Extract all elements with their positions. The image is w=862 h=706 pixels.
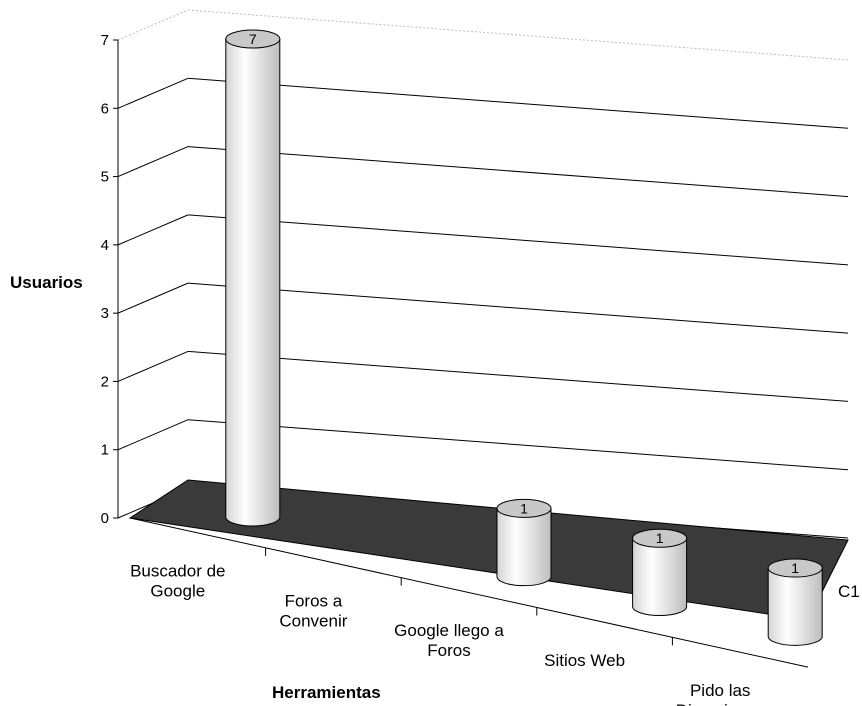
bar-body bbox=[632, 537, 688, 617]
gridline-side bbox=[117, 350, 189, 382]
data-label: 1 bbox=[520, 500, 528, 516]
x-tick-label: Sitios Web bbox=[544, 651, 625, 670]
gridline-back bbox=[187, 77, 849, 129]
gridline-back bbox=[187, 9, 849, 61]
data-label: 1 bbox=[791, 560, 799, 576]
bars-layer bbox=[225, 29, 823, 646]
gridline-back bbox=[187, 419, 849, 471]
bar-body bbox=[225, 38, 281, 527]
bar-body bbox=[496, 507, 552, 587]
bar-top bbox=[225, 29, 281, 49]
data-label: 7 bbox=[249, 31, 257, 47]
data-label: 1 bbox=[656, 530, 664, 546]
bar-body bbox=[767, 567, 823, 646]
axes-layer: 0 1 2 3 4 5 6 7 bbox=[101, 32, 809, 668]
y-tick-label: 3 bbox=[101, 305, 109, 322]
bar-top bbox=[767, 558, 823, 578]
x-axis-title: Herramientas bbox=[272, 683, 381, 702]
labels-layer: Buscador de Google Foros a Convenir Google l… bbox=[130, 31, 799, 706]
x-tick-label: Pido lasDireccionesWeb bbox=[676, 681, 765, 706]
y-tick-label: 2 bbox=[101, 373, 109, 390]
bar-cylinder bbox=[632, 528, 688, 617]
y-tick-label: 5 bbox=[101, 169, 109, 186]
y-tick-label: 6 bbox=[101, 100, 109, 117]
y-tick-label: 4 bbox=[101, 237, 109, 254]
series-label: C1 bbox=[838, 582, 860, 601]
bar-cylinder bbox=[767, 558, 823, 646]
x-tick-label: Foros a Convenir bbox=[279, 591, 347, 630]
gridline-side bbox=[117, 77, 189, 109]
bar-cylinder bbox=[225, 29, 281, 527]
gridline-back bbox=[187, 214, 849, 266]
gridline-side bbox=[117, 9, 189, 41]
x-tick-label: Buscador de Google bbox=[130, 562, 225, 601]
bar-top bbox=[632, 528, 688, 548]
bar-top bbox=[496, 498, 552, 518]
y-axis-title: Usuarios bbox=[10, 273, 83, 292]
bar-cylinder bbox=[496, 498, 552, 587]
gridline-back bbox=[187, 350, 849, 402]
gridline-back bbox=[187, 282, 849, 334]
gridline-side bbox=[117, 282, 189, 314]
gridline-side bbox=[117, 419, 189, 451]
y-tick-label: 1 bbox=[101, 442, 109, 459]
y-tick-label: 0 bbox=[101, 510, 109, 527]
x-axis-line bbox=[129, 517, 809, 668]
gridline-side bbox=[117, 214, 189, 246]
x-tick-label: Google llego a Foros bbox=[394, 621, 504, 660]
gridline-back bbox=[187, 146, 849, 198]
gridline-side bbox=[117, 146, 189, 178]
y-tick-label: 7 bbox=[101, 32, 109, 49]
